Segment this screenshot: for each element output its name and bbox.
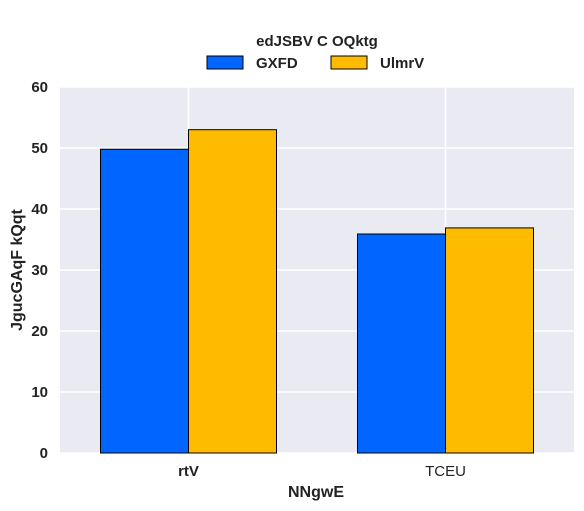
x-axis-label: NNgwE — [288, 484, 344, 501]
legend-label: GXFD — [256, 55, 298, 72]
y-axis-label: JgucGAqF kQqt — [9, 208, 26, 330]
legend-title: edJSBV C OQktg — [256, 33, 378, 50]
y-tick-label: 10 — [31, 384, 48, 401]
legend-swatch — [206, 55, 244, 70]
legend-swatch — [330, 55, 368, 70]
bar-UlmrV-rtV — [188, 129, 277, 454]
legend: edJSBV C OQktg GXFD UlmrV — [206, 33, 424, 72]
bar-GXFD-TCEU — [357, 233, 446, 454]
y-tick-label: 30 — [31, 262, 48, 279]
y-tick-label: 0 — [40, 445, 48, 462]
y-tick-label: 20 — [31, 323, 48, 340]
legend-item: UlmrV — [330, 55, 424, 72]
y-tick-label: 60 — [31, 79, 48, 96]
bar-GXFD-rtV — [100, 148, 189, 454]
y-tick-label: 50 — [31, 140, 48, 157]
x-tick-label: TCEU — [425, 463, 466, 480]
y-tick-label: 40 — [31, 201, 48, 218]
legend-label: UlmrV — [380, 55, 424, 72]
x-tick-label: rtV — [178, 463, 199, 480]
legend-item: GXFD — [206, 55, 298, 72]
bar-UlmrV-TCEU — [445, 227, 534, 454]
